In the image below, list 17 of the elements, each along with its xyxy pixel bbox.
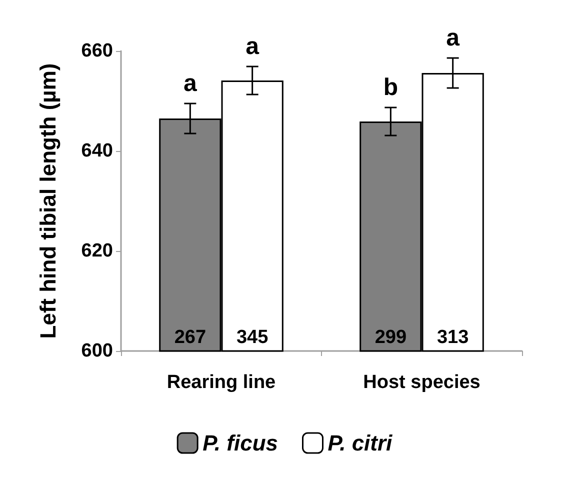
legend-label: P. citri bbox=[328, 430, 394, 456]
x-tick-label: Host species bbox=[363, 372, 480, 393]
y-tick-label: 640 bbox=[81, 140, 113, 162]
annotation: 345 bbox=[236, 327, 269, 348]
x-tick-label: Rearing line bbox=[166, 372, 276, 393]
annotation: 267 bbox=[174, 327, 206, 348]
y-tick-label: 660 bbox=[81, 40, 113, 62]
annotation: 313 bbox=[436, 327, 469, 348]
annotation: a bbox=[246, 33, 260, 60]
legend-label: P. ficus bbox=[202, 430, 278, 456]
annotation: 299 bbox=[374, 327, 407, 348]
text: a bbox=[446, 24, 460, 52]
annotation: a bbox=[183, 70, 198, 97]
y-tick-label: 620 bbox=[81, 240, 113, 262]
y-axis-title: Left hind tibial length (µm) bbox=[36, 63, 60, 339]
annotation: b bbox=[383, 74, 398, 101]
y-tick-label: 600 bbox=[81, 340, 113, 362]
